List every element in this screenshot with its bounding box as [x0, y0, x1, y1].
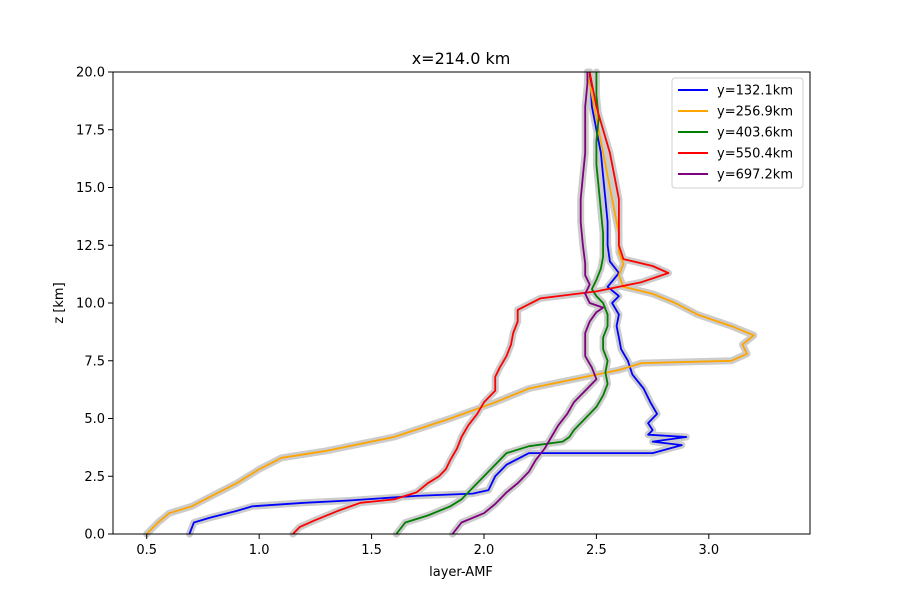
x-tick-label: 3.0 — [698, 543, 719, 558]
legend-entry: y=550.4km — [717, 147, 793, 162]
legend-entry: y=403.6km — [717, 126, 793, 141]
x-axis-ticks: 0.5 1.0 1.5 2.0 2.5 3.0 — [136, 534, 719, 558]
series-line-3 — [395, 72, 609, 535]
y-tick-label: 15.0 — [76, 181, 105, 196]
series-line-5 — [451, 72, 604, 535]
x-tick-label: 1.5 — [361, 543, 382, 558]
legend-box — [671, 77, 804, 189]
y-axis-label: z [km] — [52, 282, 67, 323]
series-line-4 — [292, 71, 670, 535]
series-lines — [146, 71, 755, 535]
legend-entry: y=132.1km — [717, 84, 793, 99]
y-tick-label: 20.0 — [76, 66, 105, 81]
chart-title: x=214.0 km — [412, 49, 511, 68]
y-tick-label: 2.5 — [84, 470, 105, 485]
y-tick-label: 17.5 — [76, 123, 105, 138]
x-axis-label: layer-AMF — [429, 565, 493, 580]
y-tick-label: 5.0 — [84, 412, 105, 427]
y-tick-label: 0.0 — [84, 528, 105, 543]
uncertainty-bands — [143, 68, 758, 538]
x-tick-label: 1.0 — [249, 543, 270, 558]
legend: y=132.1km y=256.9km y=403.6km y=550.4km y=69… — [671, 77, 804, 189]
series-line-2 — [146, 71, 755, 535]
x-tick-label: 0.5 — [136, 543, 157, 558]
legend-entry: y=697.2km — [717, 168, 793, 183]
y-tick-label: 10.0 — [76, 297, 105, 312]
y-axis-ticks: 0.0 2.5 5.0 7.5 10.0 12.5 15.0 17.5 20.0 — [76, 66, 113, 543]
legend-entry: y=256.9km — [717, 105, 793, 120]
y-tick-label: 7.5 — [84, 354, 105, 369]
x-tick-label: 2.5 — [586, 543, 607, 558]
y-tick-label: 12.5 — [76, 239, 105, 254]
x-tick-label: 2.0 — [474, 543, 495, 558]
